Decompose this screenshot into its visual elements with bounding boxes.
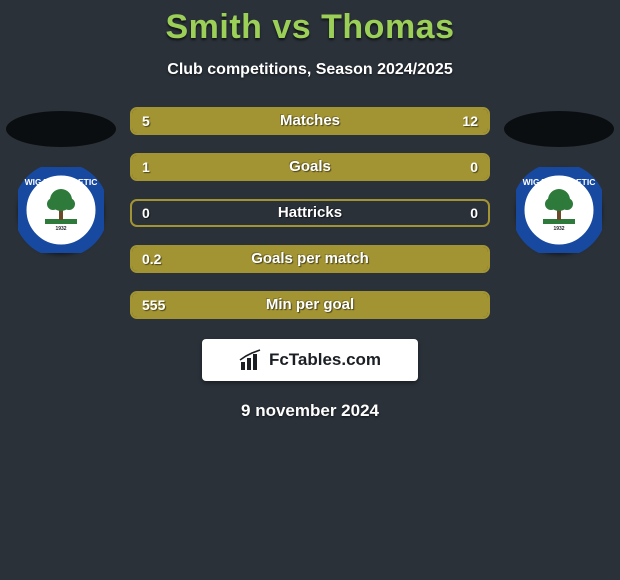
stat-row: 10Goals [130,153,490,181]
stat-label: Min per goal [132,293,488,317]
stat-label: Matches [132,109,488,133]
stat-row: 555Min per goal [130,291,490,319]
wigan-crest-icon: WIGAN ATHLETIC 1932 [18,167,104,253]
subtitle: Club competitions, Season 2024/2025 [0,61,620,79]
svg-text:WIGAN ATHLETIC: WIGAN ATHLETIC [25,177,98,187]
stat-label: Goals [132,155,488,179]
comparison-stage: WIGAN ATHLETIC 1932 WIGAN ATHLETIC 1932 … [0,107,620,319]
svg-text:1932: 1932 [553,226,564,232]
date-text: 9 november 2024 [0,401,620,421]
brand-text: FcTables.com [269,350,381,370]
player-shadow-left [6,111,116,147]
stat-rows: 512Matches 10Goals 00Hattricks 0.2Goals per… [130,107,490,319]
page-title: Smith vs Thomas [0,0,620,47]
stat-label: Goals per match [132,247,488,271]
stat-row: 0.2Goals per match [130,245,490,273]
wigan-crest-icon: WIGAN ATHLETIC 1932 [516,167,602,253]
svg-text:WIGAN ATHLETIC: WIGAN ATHLETIC [523,177,596,187]
stat-row: 512Matches [130,107,490,135]
stat-row: 00Hattricks [130,199,490,227]
stat-label: Hattricks [132,201,488,225]
bar-chart-icon [239,348,263,372]
brand-box: FcTables.com [202,339,418,381]
club-crest-left: WIGAN ATHLETIC 1932 [18,167,104,253]
svg-text:1932: 1932 [55,226,66,232]
club-crest-right: WIGAN ATHLETIC 1932 [516,167,602,253]
player-shadow-right [504,111,614,147]
